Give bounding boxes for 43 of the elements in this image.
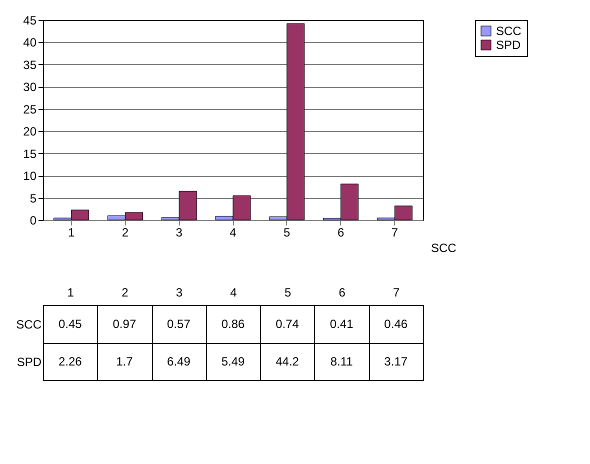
data-label: 3.17 bbox=[384, 354, 408, 368]
legend-label: SCC bbox=[496, 24, 522, 38]
y-tick-label: 15 bbox=[23, 146, 37, 161]
x-tick-label: 6 bbox=[337, 226, 344, 240]
category-label: 6 bbox=[338, 286, 346, 300]
y-tick-label: 45 bbox=[23, 14, 37, 28]
data-label: 0.86 bbox=[221, 316, 245, 331]
data-label: 1.7 bbox=[116, 354, 134, 368]
data-label: 44.2 bbox=[276, 354, 300, 368]
x-tick-label: 5 bbox=[284, 226, 291, 240]
category-label: 3 bbox=[176, 286, 183, 300]
category-label: 1 bbox=[67, 286, 74, 300]
data-label: 6.49 bbox=[167, 354, 191, 368]
y-tick-label: 35 bbox=[23, 58, 37, 72]
x-tick-label: 7 bbox=[391, 226, 398, 240]
text: SPD bbox=[16, 354, 42, 369]
y-tick-label: 5 bbox=[30, 191, 37, 206]
x-tick-label: 1 bbox=[68, 226, 75, 240]
y-tick-label: 0 bbox=[30, 214, 37, 228]
y-tick-label: 30 bbox=[23, 80, 37, 94]
data-label: 0.41 bbox=[330, 316, 354, 331]
data-label: 0.57 bbox=[167, 316, 191, 331]
y-tick-label: 10 bbox=[23, 169, 37, 184]
data-label: 0.46 bbox=[384, 316, 408, 331]
x-tick-label: 2 bbox=[122, 226, 129, 240]
data-label: 8.11 bbox=[330, 354, 354, 368]
data-label: 5.49 bbox=[221, 354, 245, 368]
y-tick-label: 20 bbox=[23, 124, 37, 139]
data-label: 0.97 bbox=[112, 316, 136, 331]
category-label: 7 bbox=[393, 286, 400, 300]
x-tick-label: 4 bbox=[230, 226, 237, 240]
x-tick-label: 3 bbox=[176, 226, 183, 240]
data-label: 0.45 bbox=[58, 316, 82, 331]
y-tick-label: 40 bbox=[23, 36, 37, 50]
data-label: 0.74 bbox=[276, 316, 300, 331]
legend-label: SPD bbox=[496, 38, 522, 52]
text: SCC bbox=[16, 317, 42, 332]
text: SCC bbox=[431, 241, 457, 255]
data-label: 2.26 bbox=[58, 354, 82, 368]
category-label: 5 bbox=[284, 286, 292, 300]
category-label: 4 bbox=[230, 286, 237, 300]
y-tick-label: 25 bbox=[23, 102, 37, 116]
category-label: 2 bbox=[122, 286, 128, 300]
